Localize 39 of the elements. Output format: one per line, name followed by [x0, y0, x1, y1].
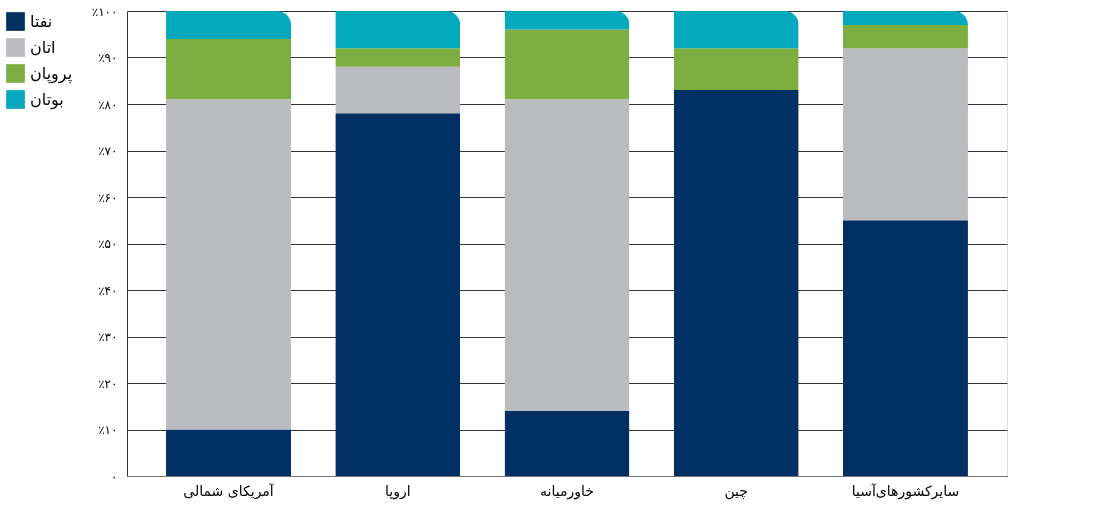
bar	[842, 24, 968, 49]
legend-label: نفتا	[30, 11, 53, 31]
x-tick-label: آمریکای شمالی	[183, 482, 275, 500]
legend-label: پروپان	[30, 63, 73, 84]
bar	[166, 11, 292, 39]
bar	[166, 429, 292, 476]
y-tick-label: ٪۴۰	[98, 283, 118, 298]
y-tick-label: ٪۱۰	[98, 423, 118, 437]
y-tick-label: ٪۲۰	[98, 376, 118, 391]
y-tick-label: ٪۵۰	[98, 237, 118, 251]
bar	[673, 11, 799, 49]
y-tick-label: ٪۱۰۰	[91, 4, 118, 19]
bar	[842, 48, 968, 221]
bar	[335, 113, 461, 476]
y-tick-label: ٪۷۰	[98, 144, 118, 158]
x-tick-label: چین	[724, 482, 748, 500]
y-tick-label: ٪۶۰	[98, 190, 118, 205]
bar	[504, 11, 630, 30]
bar	[335, 48, 461, 67]
y-tick-label: ۰	[111, 469, 118, 484]
x-tick-label: اروپا	[384, 482, 411, 500]
bar	[504, 29, 630, 100]
bar	[166, 38, 292, 100]
y-tick-label: ٪۳۰	[98, 330, 118, 344]
bar	[673, 90, 799, 476]
bar	[504, 99, 630, 411]
x-tick-label: سایرکشورهای‌آسیا	[851, 482, 960, 500]
legend-label: بوتان	[30, 89, 64, 110]
bar	[166, 99, 292, 430]
y-tick-label: ٪۸۰	[98, 97, 118, 112]
bar	[504, 410, 630, 476]
bar	[842, 11, 968, 25]
bar	[335, 66, 461, 114]
y-tick-label: ٪۹۰	[98, 51, 118, 65]
x-tick-label: خاورمیانه	[540, 482, 594, 500]
bar	[842, 220, 968, 476]
legend-label: اتان	[30, 37, 56, 57]
bar	[335, 11, 461, 49]
bar	[673, 48, 799, 91]
